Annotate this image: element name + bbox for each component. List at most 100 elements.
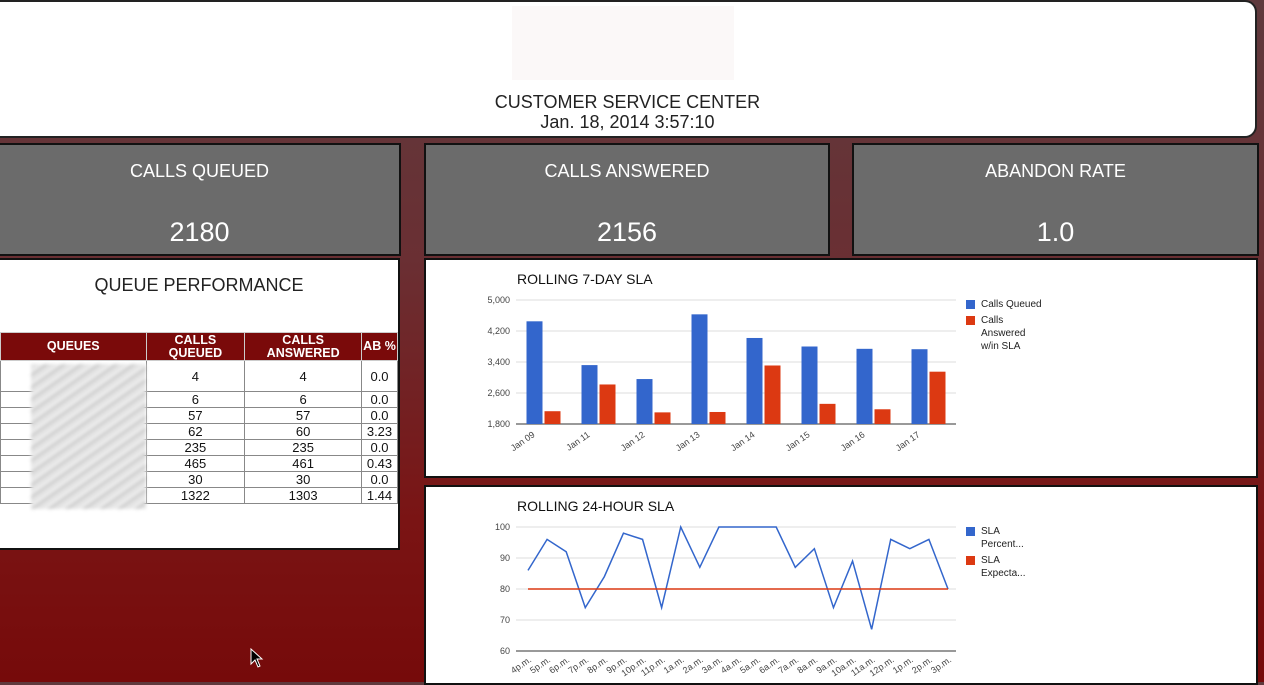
chart-legend: SLA Percent... SLA Expecta... (966, 525, 1043, 583)
calls-queued-cell: 30 (145, 471, 246, 488)
x-tick-label: 2p.m. (910, 654, 934, 675)
y-tick-label: 60 (500, 646, 510, 656)
x-tick-label: Jan 14 (729, 429, 757, 453)
calls-queued-cell: 235 (145, 439, 246, 456)
bar (654, 412, 671, 424)
legend-swatch (966, 527, 975, 536)
legend-swatch (966, 316, 975, 325)
column-header-ab-percent: AB % (361, 332, 398, 361)
rolling-24-hour-sla-panel: ROLLING 24-HOUR SLA 100 90 80 70 60 4p.m. 5p.m… (424, 485, 1258, 685)
queue-performance-title: QUEUE PERFORMANCE (94, 275, 304, 295)
stat-label: CALLS QUEUED (129, 161, 270, 181)
bar (599, 384, 616, 424)
calls-answered-cell: 6 (244, 391, 363, 408)
ab-percent-cell: 3.23 (361, 423, 398, 440)
stat-calls-queued: CALLS QUEUED 2180 (0, 143, 401, 256)
y-tick-label: 3,400 (487, 357, 510, 367)
stat-calls-answered: CALLS ANSWERED 2156 (424, 143, 830, 256)
x-tick-label: Jan 15 (784, 429, 812, 453)
x-tick-label: Jan 16 (839, 429, 867, 453)
table-row: 4 4 0.0 (0, 360, 398, 392)
ab-percent-cell: 0.0 (361, 360, 398, 392)
chart-title: ROLLING 24-HOUR SLA (517, 498, 675, 514)
calls-answered-cell: 57 (244, 407, 363, 424)
mouse-cursor-icon (250, 648, 264, 668)
legend-item: SLA Expecta... (966, 554, 1043, 580)
x-tick-label: 5p.m. (528, 654, 552, 675)
bar (581, 365, 598, 424)
legend-item: Calls Answered w/in SLA (966, 314, 1043, 353)
calls-queued-cell: 62 (145, 423, 246, 440)
stat-value: 2180 (169, 217, 230, 247)
bar (636, 379, 653, 424)
legend-swatch (966, 300, 975, 309)
x-tick-label: 1p.m. (891, 654, 915, 675)
x-tick-label: 2a.m. (681, 654, 705, 675)
y-tick-label: 90 (500, 553, 510, 563)
bar (929, 371, 946, 424)
x-tick-label: 3a.m. (700, 654, 724, 675)
bar (526, 321, 543, 424)
calls-answered-cell: 4 (244, 360, 363, 392)
stat-value: 1.0 (1036, 217, 1075, 247)
legend-swatch (966, 556, 975, 565)
logo (512, 6, 734, 80)
stat-label: ABANDON RATE (985, 161, 1126, 181)
x-tick-label: 5a.m. (738, 654, 762, 675)
stat-abandon-rate: ABANDON RATE 1.0 (852, 143, 1259, 256)
y-tick-label: 5,000 (487, 295, 510, 305)
x-tick-label: 3p.m. (929, 654, 953, 675)
table-row: 57 57 0.0 (0, 407, 398, 424)
ab-percent-cell: 0.0 (361, 471, 398, 488)
x-tick-label: Jan 13 (674, 429, 702, 453)
ab-percent-cell: 0.0 (361, 407, 398, 424)
queue-performance-panel: QUEUE PERFORMANCE QUEUES CALLS QUEUED CA… (0, 258, 400, 550)
bar (874, 409, 891, 424)
legend-item: SLA Percent... (966, 525, 1043, 551)
rolling-7-day-sla-panel: ROLLING 7-DAY SLA 5,000 4,200 3,400 2,600 1,… (424, 258, 1258, 478)
x-tick-label: 6p.m. (547, 654, 571, 675)
calls-queued-cell: 4 (145, 360, 246, 392)
x-tick-label: Jan 11 (564, 429, 591, 452)
x-tick-label: Jan 17 (894, 429, 922, 453)
y-tick-label: 100 (495, 522, 510, 532)
column-header-calls-answered: CALLS ANSWERED (244, 332, 363, 361)
calls-queued-cell: 6 (145, 391, 246, 408)
ab-percent-cell: 0.0 (361, 439, 398, 456)
page-datetime: Jan. 18, 2014 3:57:10 (540, 112, 715, 132)
bar (764, 365, 781, 424)
x-tick-label: 8p.m. (585, 654, 609, 675)
redacted-queue-names (31, 364, 146, 509)
y-tick-label: 4,200 (487, 326, 510, 336)
x-tick-label: Jan 09 (509, 429, 537, 453)
bar (819, 403, 836, 424)
bar (801, 346, 818, 424)
x-tick-label: 6a.m. (757, 654, 781, 675)
legend-label: SLA Percent... (981, 526, 1024, 550)
bar (544, 411, 561, 424)
x-tick-label: 7p.m. (566, 654, 590, 675)
calls-queued-cell: 465 (145, 455, 246, 472)
x-tick-label: 1a.m. (662, 654, 686, 675)
ab-percent-cell: 1.44 (361, 487, 398, 504)
series-line (527, 524, 949, 630)
page-title: CUSTOMER SERVICE CENTER (494, 92, 761, 112)
stat-value: 2156 (596, 217, 658, 247)
x-tick-label: 8a.m. (795, 654, 819, 675)
stat-label: CALLS ANSWERED (544, 161, 710, 181)
calls-answered-cell: 461 (244, 455, 363, 472)
bar (856, 348, 873, 424)
y-tick-label: 2,600 (487, 388, 510, 398)
y-tick-label: 1,800 (487, 419, 510, 429)
calls-queued-cell: 1322 (145, 487, 246, 504)
bar (709, 411, 726, 424)
ab-percent-cell: 0.43 (361, 455, 398, 472)
bar (691, 314, 708, 424)
ab-percent-cell: 0.0 (361, 391, 398, 408)
column-header-calls-queued: CALLS QUEUED (145, 332, 246, 361)
y-tick-label: 70 (500, 615, 510, 625)
bar (746, 337, 763, 424)
x-tick-label: 7a.m. (776, 654, 800, 675)
calls-answered-cell: 60 (244, 423, 363, 440)
